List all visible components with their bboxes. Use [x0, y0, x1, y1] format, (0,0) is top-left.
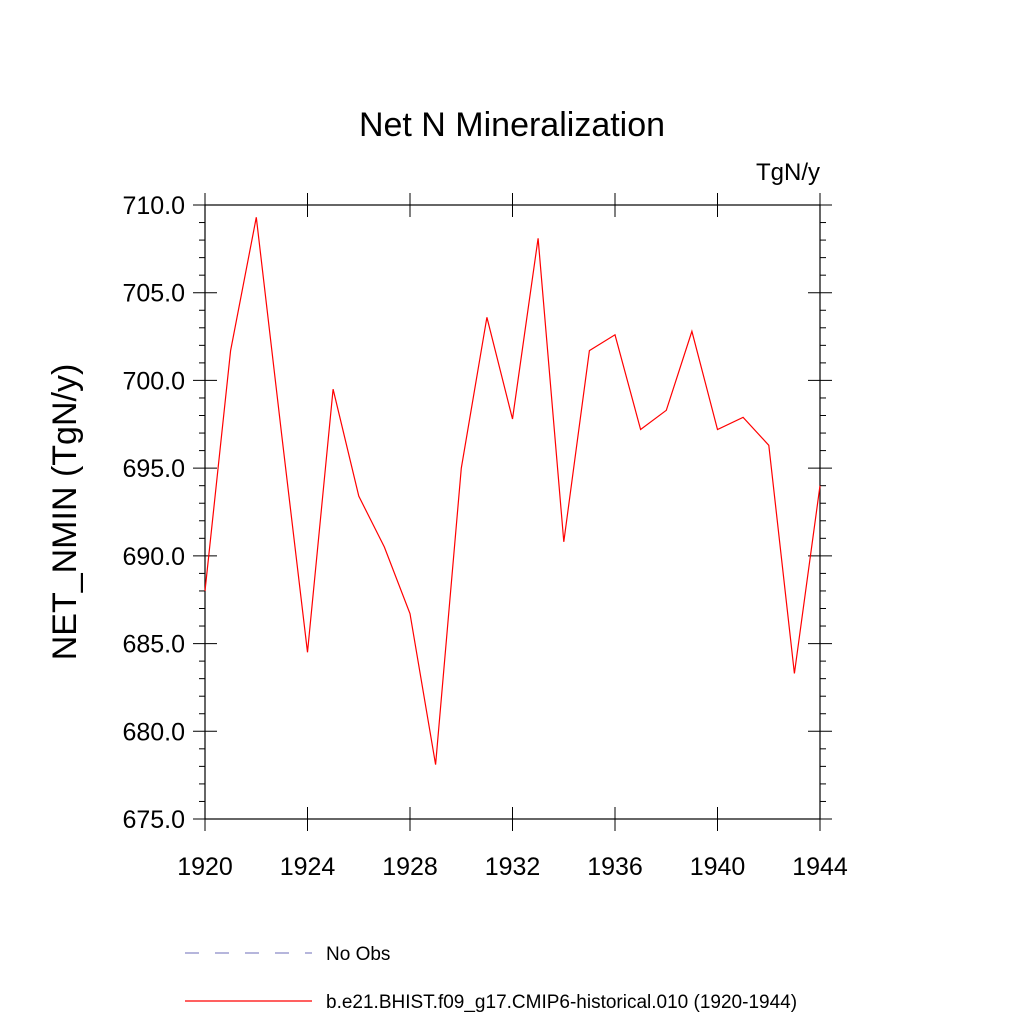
units-label: TgN/y	[756, 159, 820, 186]
legend-label-no-obs: No Obs	[326, 944, 390, 965]
legend-label-model: b.e21.BHIST.f09_g17.CMIP6-historical.010…	[326, 992, 797, 1013]
x-tick-label: 1936	[587, 853, 643, 881]
x-tick-label: 1940	[690, 853, 746, 881]
chart-title: Net N Mineralization	[359, 106, 665, 144]
axis-tick-labels: 675.0 680.0 685.0 690.0 695.0 700.0 705.0 710.0…	[122, 192, 847, 881]
series-line	[204, 217, 821, 765]
y-tick-label: 710.0	[122, 192, 185, 220]
y-tick-label: 705.0	[122, 280, 185, 308]
axis-ticks	[193, 193, 832, 831]
y-axis-label: NET_NMIN (TgN/y)	[46, 364, 84, 661]
y-tick-label: 690.0	[122, 543, 185, 571]
x-tick-label: 1944	[792, 853, 848, 881]
plot-frame	[204, 204, 821, 820]
x-tick-label: 1932	[485, 853, 541, 881]
x-tick-label: 1920	[177, 853, 233, 881]
x-tick-label: 1928	[382, 853, 438, 881]
legend: No Obs b.e21.BHIST.f09_g17.CMIP6-histori…	[185, 944, 797, 1013]
y-tick-label: 700.0	[122, 367, 185, 395]
y-tick-label: 685.0	[122, 631, 185, 659]
y-tick-label: 680.0	[122, 718, 185, 746]
y-tick-label: 695.0	[122, 455, 185, 483]
series-layer	[204, 217, 821, 765]
y-tick-label: 675.0	[122, 806, 185, 834]
x-tick-label: 1924	[280, 853, 336, 881]
